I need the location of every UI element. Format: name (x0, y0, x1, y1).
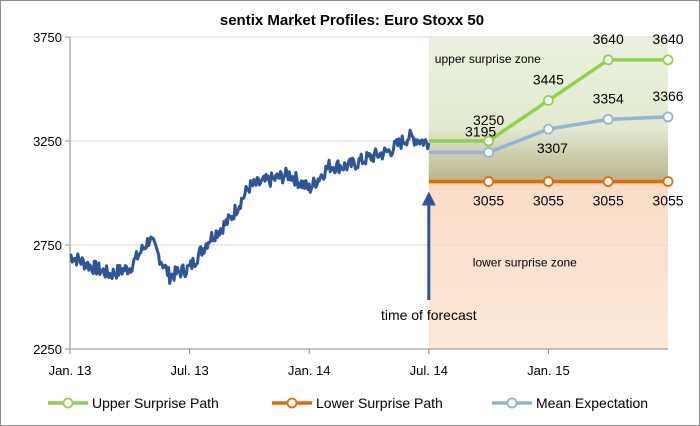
mean-expectation-data-label: 3354 (593, 90, 624, 106)
legend-label: Lower Surprise Path (316, 395, 443, 411)
upper-surprise-path-point (602, 54, 614, 66)
y-tick-label: 3750 (33, 30, 62, 45)
lower-surprise-path-data-label: 3055 (593, 193, 624, 209)
upper-surprise-path-data-label: 3250 (473, 112, 504, 128)
mean-expectation-data-label: 3366 (652, 88, 683, 104)
x-tick-labels: Jan. 13 Jul. 13 Jan. 14 Jul. 14 Jan. 15 (49, 363, 570, 378)
lower-zone-label: lower surprise zone (473, 256, 577, 270)
mean-expectation-data-label: 3307 (537, 140, 568, 156)
lower-surprise-path-data-label: 3055 (652, 193, 683, 209)
lower-surprise-zone (428, 181, 668, 349)
y-tick-label: 2750 (33, 238, 62, 253)
legend-item-mean-expectation: Mean Expectation (492, 395, 648, 411)
history-series-line (69, 128, 431, 285)
gridlines (70, 36, 668, 246)
upper-surprise-path-point (483, 135, 495, 147)
legend-label: Upper Surprise Path (92, 395, 219, 411)
x-tick-label: Jan. 15 (527, 363, 570, 378)
lower-surprise-path-point (543, 176, 554, 187)
legend-swatch-marker (62, 397, 74, 409)
legend-swatch-marker (286, 397, 298, 409)
y-tick-label: 2250 (33, 342, 62, 357)
forecast-arrow (421, 191, 436, 300)
x-tick-label: Jul. 14 (410, 363, 448, 378)
mean-expectation-point (543, 123, 554, 135)
forecast-series: 3250 3445 3640 3640 3055 3055 3055 3055 3195 3307… (428, 31, 684, 209)
mean-expectation-series: 3195 3307 3354 3366 (428, 88, 684, 158)
lower-surprise-path-point (602, 176, 614, 187)
lower-surprise-path-point (483, 176, 495, 187)
chart-title: sentix Market Profiles: Euro Stoxx 50 (220, 12, 484, 29)
lower-surprise-path-data-label: 3055 (473, 193, 504, 209)
x-tick-label: Jan. 14 (288, 363, 331, 378)
legend: Upper Surprise Path Lower Surprise Path Me… (48, 395, 648, 411)
upper-surprise-path-series: 3250 3445 3640 3640 (428, 31, 684, 147)
forecast-arrow-head (421, 191, 436, 206)
x-tick-label: Jan. 13 (49, 363, 92, 378)
mean-expectation-point (662, 111, 674, 123)
legend-swatch-marker (506, 397, 518, 409)
axes (65, 36, 668, 354)
mean-expectation-data-label: 3195 (465, 123, 496, 139)
upper-surprise-path-data-label: 3640 (593, 31, 624, 47)
y-tick-label: 3250 (33, 134, 62, 149)
lower-surprise-path-point (662, 176, 674, 187)
y-tick-labels: 2250 2750 3250 3750 (33, 30, 62, 357)
mean-expectation-point (483, 147, 495, 158)
legend-item-upper-surprise-path: Upper Surprise Path (48, 395, 219, 411)
x-tick-label: Jul. 13 (170, 363, 208, 378)
forecast-label: time of forecast (381, 307, 477, 323)
upper-zone-label: upper surprise zone (435, 52, 541, 66)
mean-expectation-point (602, 113, 614, 125)
legend-item-lower-surprise-path: Lower Surprise Path (272, 395, 443, 411)
upper-surprise-path-point (662, 54, 674, 66)
upper-surprise-path-point (543, 95, 554, 106)
legend-label: Mean Expectation (536, 395, 648, 411)
lower-surprise-path-data-label: 3055 (533, 193, 564, 209)
lower-surprise-path-series: 3055 3055 3055 3055 (428, 176, 684, 209)
upper-surprise-path-data-label: 3445 (533, 71, 564, 87)
upper-surprise-path-data-label: 3640 (652, 31, 683, 47)
